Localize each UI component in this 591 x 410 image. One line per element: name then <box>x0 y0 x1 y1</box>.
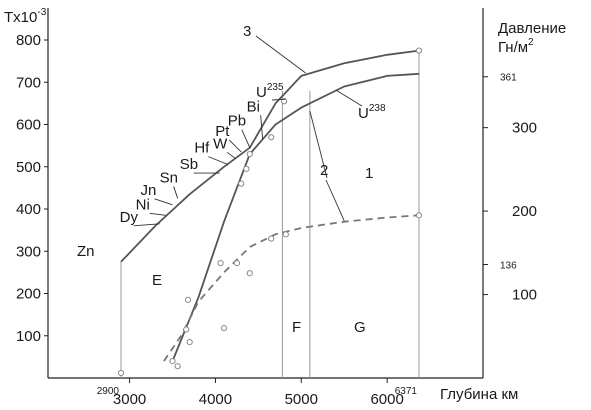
y-left-tick-label: 100 <box>16 328 41 345</box>
series-1-leader-line <box>309 110 328 179</box>
data-point <box>174 363 181 370</box>
data-point <box>246 150 253 158</box>
data-point <box>281 98 288 105</box>
vertical-boundaries <box>120 50 420 378</box>
data-points-layer <box>117 47 423 377</box>
region-g-label: G <box>354 319 366 336</box>
u238-leader-line <box>335 89 363 107</box>
element-leader-line <box>149 212 166 216</box>
axes-layer <box>47 8 484 379</box>
data-point <box>415 47 423 54</box>
series-line-2 <box>163 214 420 362</box>
element-label: Bi <box>247 98 260 115</box>
element-label: Zn <box>77 243 95 260</box>
y-left-tick-label: 600 <box>16 117 41 134</box>
element-label: Pt <box>215 123 230 140</box>
u238-label: U238 <box>358 103 386 122</box>
u235-label: U235 <box>256 82 284 101</box>
data-point <box>268 134 275 141</box>
y-axis-left-label: Tx10-3 <box>4 7 47 26</box>
data-point <box>243 165 250 172</box>
ticks-layer: 100 200 300 400 500 600 700 800 100 200 300 136 361 3… <box>16 32 537 408</box>
y-left-tick-label: 200 <box>16 286 41 303</box>
element-leader-line <box>133 223 160 227</box>
series-line-1 <box>171 72 420 362</box>
element-label: Dy <box>120 209 139 226</box>
element-label: W <box>213 135 228 152</box>
y-left-tick-label: 300 <box>16 243 41 260</box>
data-point <box>220 325 228 332</box>
data-point <box>268 235 275 242</box>
y-right-tick-label: 300 <box>512 120 537 137</box>
data-point <box>238 180 245 187</box>
element-leader-line <box>154 198 173 206</box>
data-point <box>217 259 224 267</box>
series-3-leader-line <box>255 35 306 74</box>
y-right-tick-label: 100 <box>512 287 537 304</box>
x-axis-label: Глубина км <box>440 386 518 403</box>
data-point <box>415 212 423 219</box>
element-leader-line <box>208 156 229 166</box>
x-tick-label: 5000 <box>285 391 318 408</box>
element-label: Pb <box>228 113 246 130</box>
series-label-3: 3 <box>243 23 251 40</box>
element-label: Jn <box>141 182 157 199</box>
y-left-tick-label: 700 <box>16 74 41 91</box>
element-leader-line <box>173 186 179 199</box>
data-point <box>184 296 192 303</box>
y-left-tick-label: 800 <box>16 32 41 49</box>
data-point <box>186 338 193 346</box>
element-label: Hf <box>194 140 210 157</box>
element-label: Ni <box>136 196 150 213</box>
data-point <box>282 231 289 238</box>
y-right-minor-tick-label: 136 <box>500 261 517 272</box>
region-e-label: E <box>152 272 162 289</box>
region-f-label: F <box>292 319 301 336</box>
element-label: Sb <box>180 156 198 173</box>
element-label: Sn <box>160 169 178 186</box>
y-left-tick-label: 500 <box>16 159 41 176</box>
x-tick-label: 3000 <box>113 391 146 408</box>
x-tick-label: 6000 <box>370 391 403 408</box>
y-right-tick-label: 200 <box>512 203 537 220</box>
data-point <box>233 259 241 267</box>
x-edge-tick-label: 6371 <box>395 386 418 397</box>
data-point <box>246 270 253 277</box>
y-axis-right-label-line1: Давление <box>498 20 566 37</box>
series-2-leader-line <box>325 179 345 222</box>
data-point <box>169 358 176 365</box>
element-leader-line <box>260 115 264 140</box>
series-label-2: 2 <box>320 162 328 179</box>
y-right-minor-tick-label: 361 <box>500 73 517 84</box>
y-left-tick-label: 400 <box>16 201 41 218</box>
series-label-1: 1 <box>365 165 373 182</box>
x-edge-tick-label: 2900 <box>97 386 120 397</box>
data-point <box>117 369 125 377</box>
y-axis-right-label-line2: Гн/м2 <box>498 37 534 56</box>
series-line-3 <box>120 49 420 263</box>
element-leader-line <box>228 139 242 153</box>
data-point <box>183 326 190 333</box>
u235-leader-line <box>271 98 286 101</box>
element-leader-line <box>226 151 236 159</box>
series-layer <box>120 49 420 362</box>
element-leader-line <box>241 129 251 148</box>
x-tick-label: 4000 <box>199 391 232 408</box>
